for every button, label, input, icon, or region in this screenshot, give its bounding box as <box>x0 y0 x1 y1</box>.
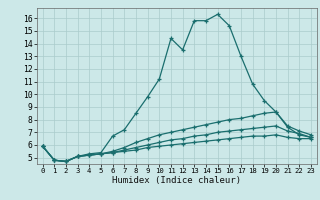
X-axis label: Humidex (Indice chaleur): Humidex (Indice chaleur) <box>112 176 241 185</box>
